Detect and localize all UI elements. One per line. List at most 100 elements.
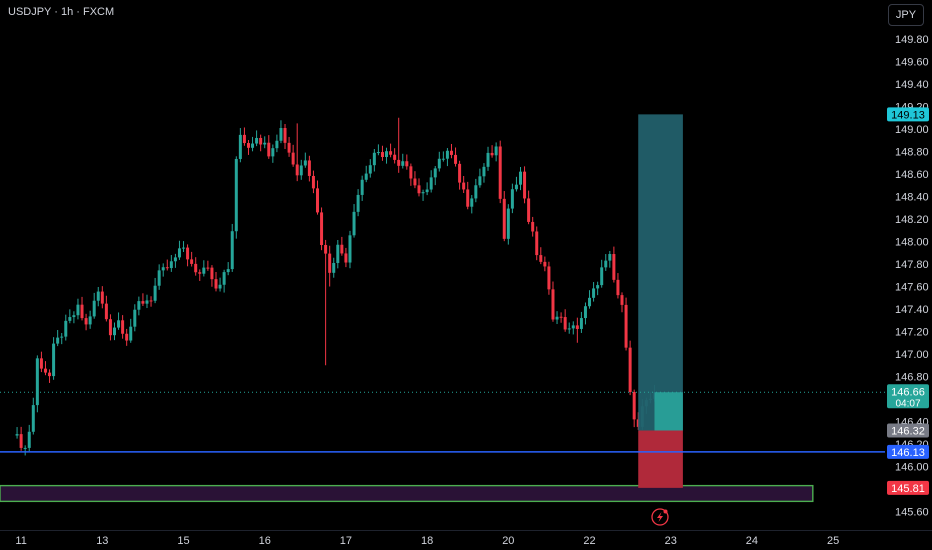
candle-body: [583, 306, 587, 319]
demand-zone-layer: [0, 484, 814, 503]
candle-body: [194, 263, 198, 273]
candle-body: [238, 134, 242, 159]
candle-body: [563, 317, 567, 330]
candle-body: [68, 317, 72, 321]
y-tick-label: 147.60: [895, 282, 929, 294]
candle-body: [620, 295, 624, 305]
currency-button[interactable]: JPY: [888, 4, 924, 26]
open-pnl-fill: [654, 392, 683, 431]
candle-body: [145, 300, 149, 304]
candle-body: [462, 182, 466, 190]
candle-body: [113, 327, 116, 336]
x-tick-label: 23: [665, 535, 677, 547]
target-zone: [638, 114, 683, 431]
candle-body: [52, 343, 56, 377]
candle-body: [88, 316, 92, 325]
candle-body: [531, 221, 535, 232]
candle-body: [527, 198, 531, 222]
axis-divider: [0, 530, 932, 531]
candle-body: [324, 245, 328, 254]
candle-body: [271, 148, 275, 157]
candles-layer: [15, 117, 656, 456]
y-tick-label: 148.40: [895, 192, 929, 204]
candle-body: [303, 160, 307, 166]
candle-body: [600, 267, 604, 286]
candle-body: [92, 300, 96, 317]
price-axis[interactable]: 149.80149.60149.40149.20149.00148.80148.…: [895, 34, 929, 519]
candle-body: [23, 447, 27, 449]
candle-body: [206, 267, 210, 269]
candle-body: [372, 152, 376, 166]
candle-body: [157, 270, 161, 286]
x-tick-label: 20: [502, 535, 514, 547]
y-tick-label: 148.00: [895, 237, 929, 249]
flash-icon[interactable]: [651, 508, 669, 526]
candle-body: [214, 279, 218, 289]
candle-body: [482, 166, 486, 177]
candle-body: [100, 291, 104, 304]
candle-body: [104, 303, 108, 320]
candle-body: [141, 301, 145, 304]
candle-body: [466, 189, 470, 207]
candle-body: [506, 208, 510, 239]
candle-body: [19, 434, 23, 448]
candle-body: [210, 267, 214, 280]
candle-body: [218, 284, 222, 289]
time-axis[interactable]: 11 13 15 16 17 18 20 22 23 24 25: [15, 535, 839, 547]
candle-body: [502, 198, 506, 239]
candle-body: [287, 142, 291, 153]
candle-body: [295, 164, 299, 176]
x-tick-label: 18: [421, 535, 433, 547]
candle-body: [137, 301, 141, 310]
y-tick-label: 147.40: [895, 304, 929, 316]
x-tick-label: 25: [827, 535, 839, 547]
candle-body: [202, 267, 206, 274]
candle-body: [133, 309, 137, 327]
candle-body: [588, 297, 592, 307]
candle-body: [255, 137, 259, 144]
candle-body: [632, 391, 636, 420]
x-tick-label: 11: [15, 535, 26, 547]
candle-body: [547, 266, 551, 290]
candle-body: [543, 261, 547, 267]
candle-body: [80, 304, 84, 319]
candle-body: [579, 318, 583, 329]
y-tick-label: 149.80: [895, 34, 929, 46]
candle-body: [433, 168, 437, 178]
candle-body: [494, 146, 498, 156]
candle-body: [364, 173, 368, 180]
candle-body: [328, 253, 332, 273]
y-tick-label: 146.80: [895, 372, 929, 384]
candle-body: [575, 325, 579, 329]
candle-body: [320, 212, 324, 246]
candle-body: [429, 177, 433, 190]
candle-body: [182, 247, 186, 249]
candle-body: [279, 128, 283, 141]
candle-body: [299, 165, 303, 176]
candle-body: [173, 257, 177, 262]
candle-body: [604, 260, 608, 268]
y-tick-label: 147.20: [895, 327, 929, 339]
candle-body: [72, 315, 76, 318]
candle-body: [612, 254, 616, 280]
candle-body: [161, 267, 165, 271]
candle-body: [311, 175, 315, 189]
candle-body: [356, 194, 360, 212]
candle-body: [360, 179, 364, 195]
candle-body: [486, 152, 490, 167]
price-badge-label: 146.32: [891, 426, 925, 438]
candle-body: [376, 152, 380, 154]
candle-body: [608, 254, 612, 261]
long-position-tool[interactable]: [638, 114, 683, 488]
candle-body: [340, 244, 344, 254]
candle-body: [190, 259, 194, 264]
candle-body: [251, 143, 255, 148]
candle-body: [316, 188, 319, 213]
candle-body: [551, 289, 555, 320]
candle-body: [421, 192, 425, 194]
candle-body: [242, 134, 246, 144]
candle-body: [307, 160, 311, 176]
y-tick-label: 149.00: [895, 124, 929, 136]
